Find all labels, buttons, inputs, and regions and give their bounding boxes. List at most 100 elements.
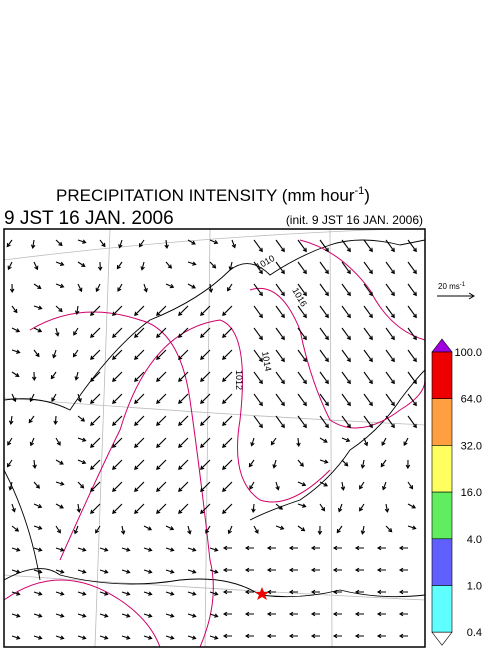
- wind-arrow: [332, 633, 342, 639]
- map: 1010 1012 1014 1016: [4, 229, 425, 647]
- wind-arrow: [363, 239, 373, 253]
- wind-arrow: [143, 635, 153, 640]
- wind-arrow: [165, 547, 175, 552]
- wind-arrow: [341, 437, 351, 443]
- wind-arrow: [200, 305, 211, 316]
- contour-label: 1010: [254, 253, 276, 272]
- wind-arrow: [11, 327, 21, 333]
- wind-arrow: [143, 547, 153, 552]
- wind-arrow: [200, 459, 211, 470]
- wind-arrow: [55, 283, 65, 289]
- wind-arrow: [112, 371, 123, 382]
- wind-arrow: [178, 459, 189, 470]
- wind-arrow: [33, 613, 43, 618]
- wind-arrow: [143, 283, 148, 293]
- wind-arrow: [112, 459, 123, 470]
- wind-arrow: [227, 525, 233, 535]
- wind-arrow: [99, 591, 109, 596]
- wind-arrow: [178, 503, 189, 514]
- wind-arrow: [156, 481, 167, 492]
- wind-arrow: [95, 525, 101, 534]
- wind-arrow: [319, 283, 329, 297]
- wind-arrow: [209, 239, 219, 245]
- wind-arrow: [222, 589, 232, 595]
- wind-arrow: [319, 305, 329, 319]
- wind-arrow: [55, 481, 65, 486]
- wind-arrow: [354, 611, 364, 617]
- wind-arrow: [244, 567, 254, 573]
- reference-vector-label: 20 ms-1: [438, 282, 466, 291]
- wind-arrow: [90, 503, 101, 514]
- wind-arrow: [55, 591, 65, 596]
- wind-arrow: [222, 327, 233, 338]
- wind-arrow: [244, 589, 254, 595]
- wind-arrow: [165, 283, 175, 289]
- wind-arrow: [332, 545, 342, 551]
- wind-arrow: [11, 591, 21, 596]
- wind-arrow: [209, 261, 217, 269]
- wind-arrow: [382, 481, 387, 491]
- wind-arrow: [33, 349, 40, 358]
- wind-arrow: [138, 239, 145, 248]
- wind-arrow: [11, 547, 21, 552]
- wind-arrow: [200, 393, 211, 404]
- wind-arrow: [53, 415, 58, 426]
- wind-arrow: [272, 459, 277, 469]
- wind-arrow: [77, 635, 87, 640]
- wind-arrow: [55, 503, 64, 509]
- wind-arrow: [341, 327, 351, 341]
- wind-arrow: [385, 305, 395, 319]
- wind-arrow: [407, 261, 417, 275]
- wind-arrow: [209, 635, 219, 640]
- wind-arrow: [55, 327, 60, 337]
- wind-arrow: [275, 349, 285, 363]
- wind-arrow: [55, 613, 65, 618]
- wind-arrow: [99, 239, 106, 248]
- wind-arrow: [332, 589, 342, 595]
- wind-arrow: [363, 261, 373, 275]
- wind-arrow: [266, 611, 276, 617]
- wind-arrow: [112, 349, 123, 360]
- wind-arrow: [29, 437, 35, 447]
- wind-arrow: [178, 393, 189, 404]
- wind-arrow: [11, 635, 21, 640]
- wind-arrow: [222, 611, 232, 617]
- wind-arrow: [332, 567, 342, 573]
- wind-arrow: [118, 239, 123, 249]
- wind-arrow: [354, 589, 364, 595]
- wind-arrow: [359, 503, 365, 512]
- wind-arrow: [310, 589, 320, 595]
- wind-arrow: [200, 503, 211, 514]
- wind-arrow: [134, 415, 145, 426]
- wind-arrow: [156, 503, 167, 514]
- wind-arrow: [164, 239, 169, 250]
- wind-arrow: [95, 283, 101, 293]
- wind-arrow: [317, 525, 323, 536]
- wind-arrow: [11, 613, 21, 618]
- wind-arrow: [90, 327, 101, 338]
- wind-arrow: [7, 261, 13, 271]
- wind-arrow: [341, 305, 351, 319]
- wind-arrow: [319, 503, 326, 512]
- wind-arrow: [288, 589, 298, 595]
- wind-arrow: [33, 547, 43, 552]
- wind-arrow: [253, 415, 263, 429]
- colorbar-label: 4.0: [467, 534, 482, 546]
- colorbar-segment: [431, 351, 453, 400]
- wind-arrow: [51, 393, 57, 402]
- wind-arrow: [363, 371, 373, 385]
- wind-arrow: [222, 415, 233, 426]
- wind-arrow: [77, 547, 87, 552]
- wind-arrow: [156, 327, 167, 338]
- wind-arrow: [6, 239, 13, 248]
- wind-arrow: [11, 525, 20, 532]
- wind-arrow: [407, 239, 417, 253]
- wind-arrow: [222, 567, 232, 573]
- isobars: [4, 239, 425, 647]
- wind-arrow: [112, 393, 123, 404]
- wind-arrow: [376, 545, 386, 551]
- wind-arrow: [363, 437, 369, 447]
- wind-arrow: [77, 613, 87, 618]
- wind-arrow: [340, 481, 346, 491]
- wind-arrow: [363, 305, 373, 319]
